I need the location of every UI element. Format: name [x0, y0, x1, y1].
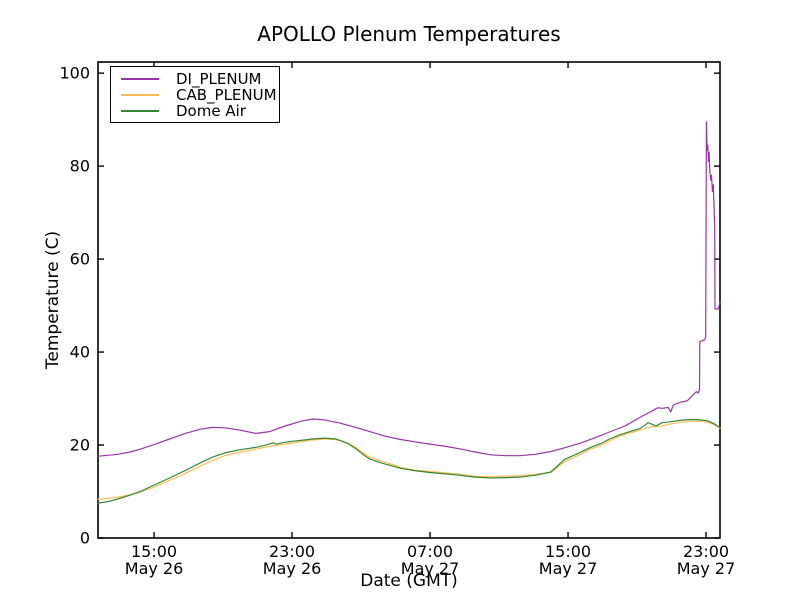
legend-line-icon	[121, 78, 159, 80]
y-tick-label: 40	[70, 343, 90, 362]
chart-title: APOLLO Plenum Temperatures	[257, 22, 561, 46]
legend-label: DI_PLENUM	[176, 70, 262, 88]
legend-item-dome-air: Dome Air	[111, 103, 279, 119]
x-tick-label: 23:00 May 26	[263, 542, 322, 578]
legend-label: CAB_PLENUM	[176, 86, 277, 104]
y-tick-label: 80	[70, 157, 90, 176]
series-line-dome-air	[97, 418, 721, 504]
x-axis-ticks: 15:00 May 26 23:00 May 26 07:00 May 27 15:00 Ma…	[125, 62, 736, 578]
y-axis-ticks: 0 20 40 60 80 100	[59, 64, 720, 548]
legend-box: DI_PLENUM CAB_PLENUM Dome Air	[110, 66, 280, 123]
x-tick-label: 23:00 May 27	[677, 542, 736, 578]
x-tick-label: 07:00 May 27	[401, 542, 460, 578]
legend-item-di-plenum: DI_PLENUM	[111, 71, 279, 87]
legend-item-cab-plenum: CAB_PLENUM	[111, 87, 279, 103]
y-tick-label: 20	[70, 436, 90, 455]
x-axis-label: Date (GMT)	[360, 571, 458, 591]
legend-line-icon	[121, 110, 159, 112]
legend-label: Dome Air	[176, 102, 246, 120]
series-line-di-plenum	[97, 121, 721, 457]
legend-line-icon	[121, 94, 159, 96]
x-tick-label: 15:00 May 27	[539, 542, 598, 578]
x-tick-label: 15:00 May 26	[125, 542, 184, 578]
series-line-cab-plenum	[97, 420, 721, 500]
y-tick-label: 100	[59, 64, 90, 83]
y-tick-label: 0	[80, 529, 90, 548]
plot-frame	[97, 61, 721, 539]
y-tick-label: 60	[70, 250, 90, 269]
